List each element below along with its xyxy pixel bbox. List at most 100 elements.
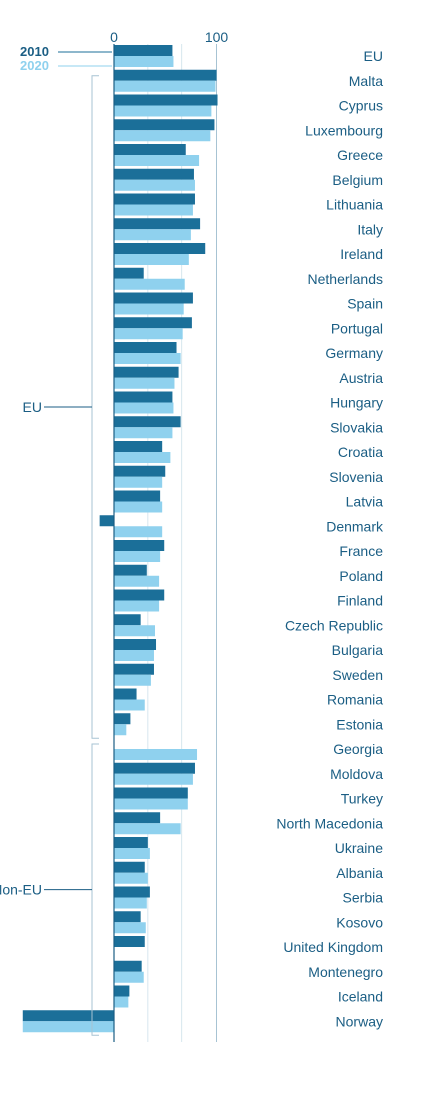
- bar-2020-ukraine: [114, 848, 150, 859]
- bar-2010-ukraine: [114, 837, 148, 848]
- bar-2020-slovenia: [114, 476, 163, 488]
- bar-2020-bulgaria: [114, 650, 154, 661]
- bar-2020-latvia: [114, 501, 163, 513]
- category-label-portugal: Portugal: [331, 320, 383, 336]
- bar-2010-estonia: [114, 713, 131, 725]
- bar-2020-north-macedonia: [114, 823, 181, 835]
- bar-2020-turkey: [114, 798, 188, 810]
- bar-2010-germany: [114, 342, 177, 353]
- bar-2010-czech-republic: [114, 614, 141, 626]
- bar-2020-france: [114, 551, 161, 562]
- bar-2010-united-kingdom: [114, 936, 145, 947]
- bar-2020-albania: [114, 872, 148, 884]
- category-label-georgia: Georgia: [333, 741, 383, 757]
- category-label-bulgaria: Bulgaria: [332, 642, 384, 658]
- bar-2020-serbia: [114, 897, 147, 909]
- category-label-italy: Italy: [357, 221, 383, 237]
- group-bracket-non-eu: [91, 743, 99, 1036]
- category-label-hungary: Hungary: [330, 395, 383, 411]
- bar-2010-portugal: [114, 317, 192, 329]
- bar-2010-belgium: [114, 168, 194, 180]
- bar-2010-netherlands: [114, 267, 144, 279]
- category-label-cyprus: Cyprus: [339, 98, 383, 114]
- bar-2010-montenegro: [114, 960, 142, 972]
- bar-2020-greece: [114, 155, 200, 166]
- category-label-luxembourg: Luxembourg: [305, 122, 383, 138]
- category-label-austria: Austria: [339, 370, 383, 386]
- bar-2020-belgium: [114, 179, 195, 191]
- category-label-belgium: Belgium: [332, 172, 383, 188]
- category-label-lithuania: Lithuania: [326, 197, 383, 213]
- bar-2020-moldova: [114, 773, 193, 785]
- bar-2010-luxembourg: [114, 119, 215, 131]
- category-label-france: France: [339, 543, 383, 559]
- bar-2020-austria: [114, 377, 175, 389]
- category-label-united-kingdom: United Kingdom: [283, 939, 383, 955]
- bar-2020-sweden: [114, 674, 151, 686]
- bar-2010-hungary: [114, 391, 173, 403]
- bar-2020-norway: [22, 1021, 114, 1033]
- category-label-iceland: Iceland: [338, 989, 383, 1005]
- bar-2020-romania: [114, 699, 145, 711]
- category-label-netherlands: Netherlands: [308, 271, 384, 287]
- bar-2020-kosovo: [114, 922, 146, 934]
- bar-2010-croatia: [114, 441, 163, 452]
- bar-2010-serbia: [114, 886, 150, 898]
- bar-2010-cyprus: [114, 94, 218, 106]
- category-label-poland: Poland: [339, 568, 383, 584]
- legend-label-2020: 2020: [20, 58, 49, 73]
- category-label-croatia: Croatia: [338, 444, 383, 460]
- bar-2010-romania: [114, 688, 137, 700]
- category-label-slovenia: Slovenia: [329, 469, 383, 485]
- bar-2020-iceland: [114, 996, 129, 1008]
- category-label-albania: Albania: [336, 865, 383, 881]
- bar-2010-poland: [114, 564, 147, 576]
- bar-2010-greece: [114, 144, 186, 155]
- bar-2010-north-macedonia: [114, 812, 161, 824]
- bar-2020-czech-republic: [114, 625, 155, 637]
- bar-2020-georgia: [114, 749, 198, 760]
- legend-label-2010: 2010: [20, 44, 49, 59]
- category-label-latvia: Latvia: [346, 494, 384, 510]
- category-label-spain: Spain: [347, 296, 383, 312]
- group-bracket-eu: [91, 75, 99, 739]
- category-label-ireland: Ireland: [340, 246, 383, 262]
- group-label-non-eu: Non-EU: [0, 882, 42, 898]
- bar-2020-portugal: [114, 328, 183, 340]
- bar-2010-moldova: [114, 762, 195, 774]
- bar-2010-denmark: [99, 515, 114, 527]
- bar-2010-slovenia: [114, 465, 166, 477]
- bar-2020-malta: [114, 80, 216, 92]
- category-label-malta: Malta: [349, 73, 383, 89]
- category-label-czech-republic: Czech Republic: [285, 617, 383, 633]
- bar-2010-france: [114, 540, 165, 551]
- category-label-germany: Germany: [325, 345, 383, 361]
- bar-2010-lithuania: [114, 193, 195, 205]
- category-label-romania: Romania: [327, 692, 383, 708]
- category-label-sweden: Sweden: [332, 667, 383, 683]
- category-label-serbia: Serbia: [343, 890, 384, 906]
- bar-2020-lithuania: [114, 204, 193, 216]
- bar-2010-bulgaria: [114, 639, 157, 650]
- bar-2020-eu: [114, 56, 174, 67]
- bar-2020-slovakia: [114, 427, 173, 439]
- category-label-kosovo: Kosovo: [336, 914, 383, 930]
- bar-2020-ireland: [114, 254, 189, 265]
- bar-2020-croatia: [114, 452, 171, 463]
- bar-2010-latvia: [114, 490, 161, 502]
- bar-2020-hungary: [114, 402, 174, 414]
- bar-2020-poland: [114, 575, 160, 587]
- bar-2020-germany: [114, 353, 181, 364]
- bar-2010-kosovo: [114, 911, 141, 923]
- bar-2010-spain: [114, 292, 193, 304]
- category-label-turkey: Turkey: [341, 791, 383, 807]
- bar-2010-iceland: [114, 985, 130, 997]
- bar-2020-cyprus: [114, 105, 212, 117]
- bar-2010-sweden: [114, 663, 154, 675]
- category-label-eu: EU: [364, 48, 383, 64]
- bar-2010-italy: [114, 218, 201, 230]
- bar-2020-netherlands: [114, 278, 185, 290]
- x-tick-label: 0: [110, 29, 118, 45]
- bar-2010-turkey: [114, 787, 188, 799]
- x-tick-label: 100: [205, 29, 229, 45]
